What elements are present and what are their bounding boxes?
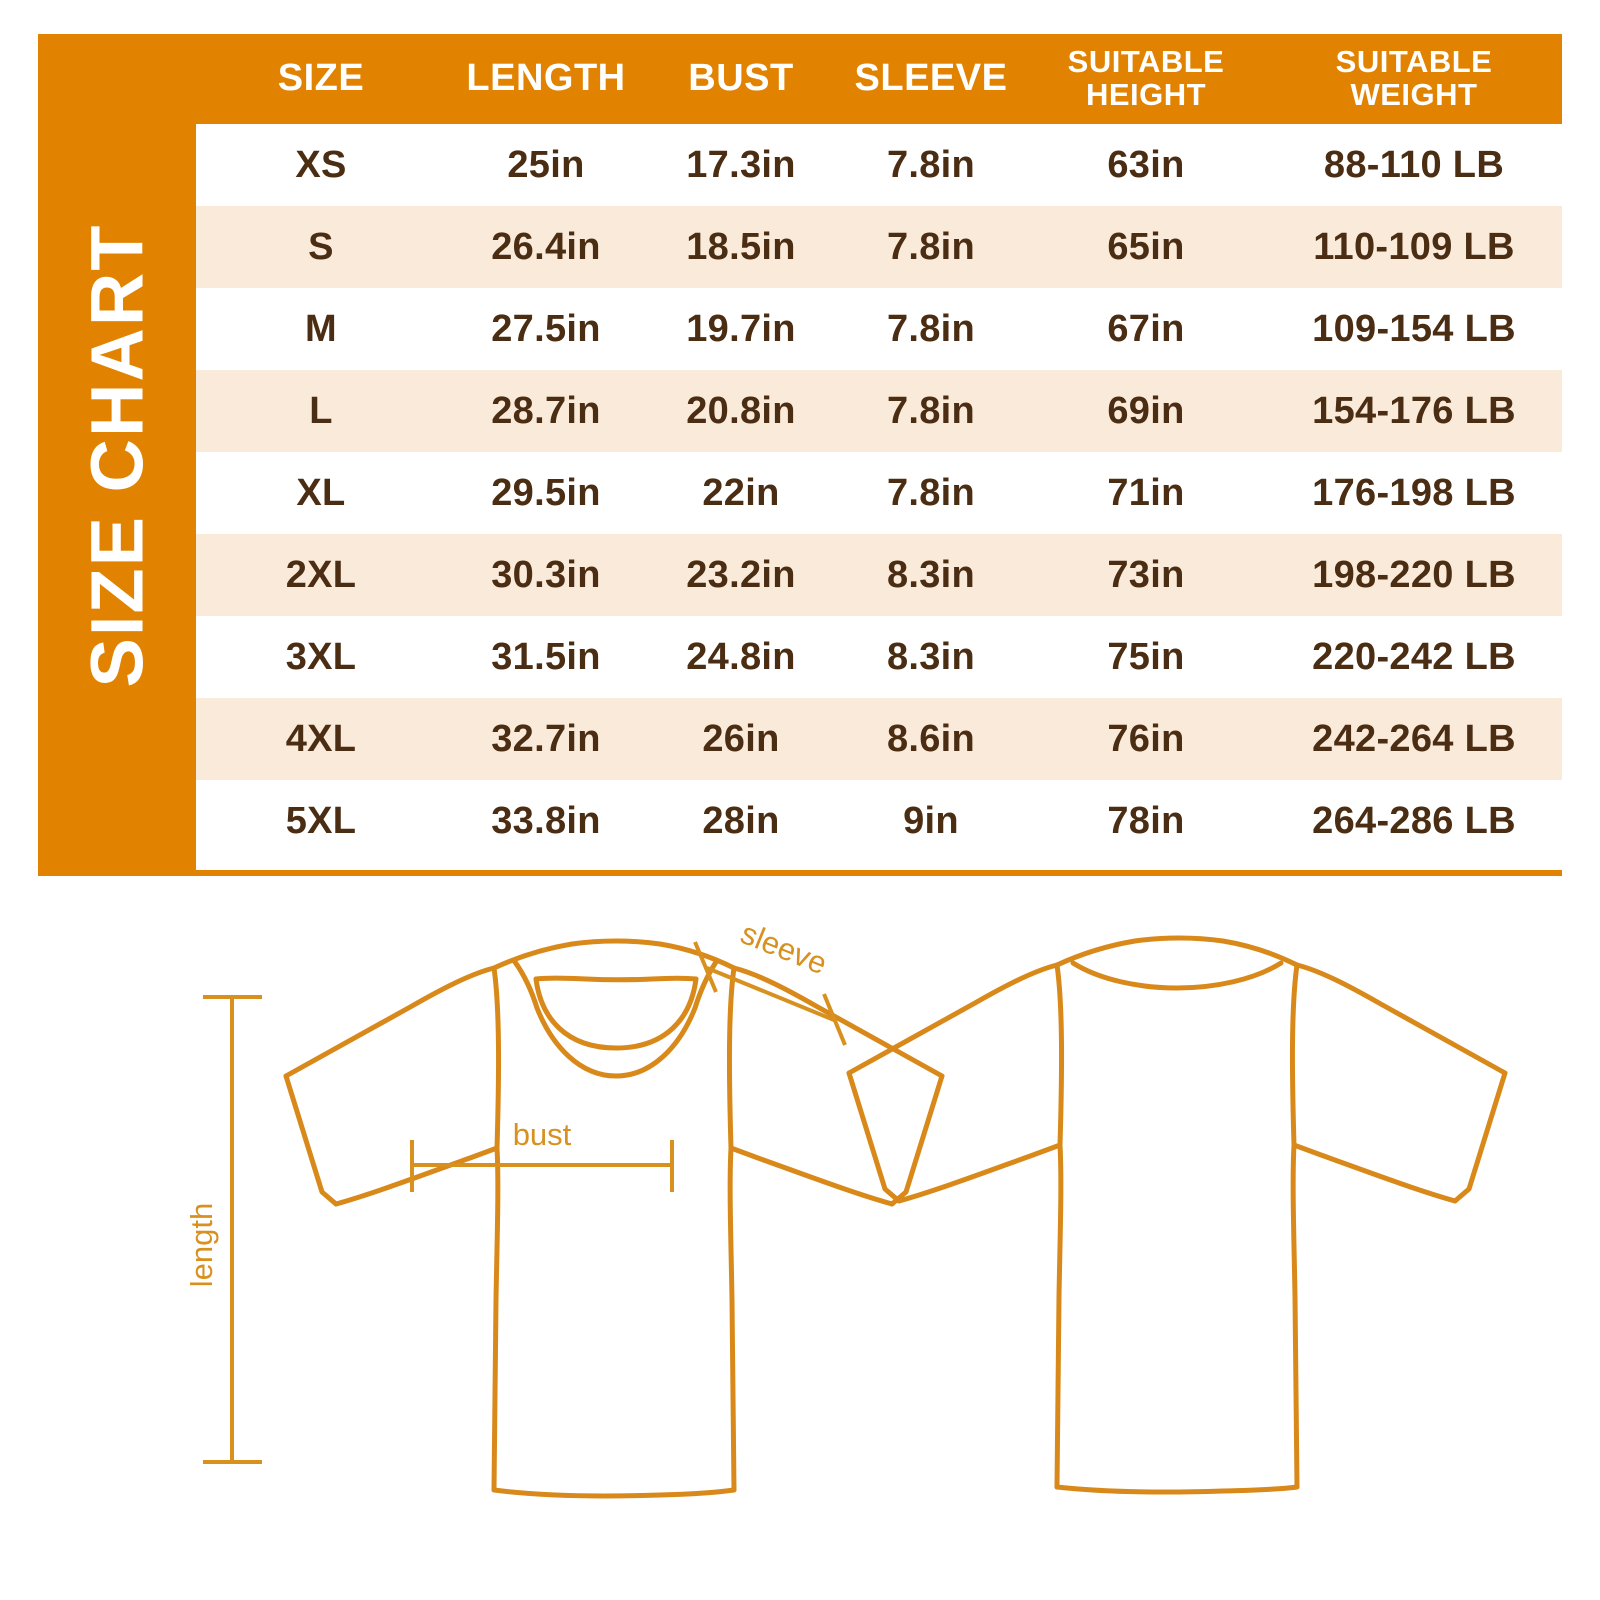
cell-bust: 17.3in: [686, 143, 796, 186]
cell-size: 2XL: [285, 553, 357, 596]
table-row: 5XL 33.8in 28in 9in 78in 264-286 LB: [196, 780, 1562, 862]
cell-bust: 23.2in: [686, 553, 796, 596]
cell-sleeve: 8.3in: [886, 635, 976, 678]
cell-bust: 19.7in: [686, 307, 796, 350]
cell-length: 30.3in: [491, 553, 601, 596]
column-header-size: SIZE: [277, 57, 365, 100]
cell-length: 27.5in: [491, 307, 601, 350]
cell-size: 3XL: [285, 635, 357, 678]
cell-sleeve: 7.8in: [886, 143, 976, 186]
cell-length: 33.8in: [491, 799, 601, 842]
cell-sleeve: 9in: [903, 799, 959, 842]
cell-sleeve: 7.8in: [886, 389, 976, 432]
table-body: XS 25in 17.3in 7.8in 63in 88-110 LB S 26.4in 18.…: [196, 124, 1562, 862]
size-chart-title-text: SIZE CHART: [75, 223, 159, 687]
cell-height: 67in: [1107, 307, 1185, 350]
table-row: L 28.7in 20.8in 7.8in 69in 154-176 LB: [196, 370, 1562, 452]
column-header-suitable-weight: SUITABLE WEIGHT: [1335, 44, 1493, 112]
cell-weight: 198-220 LB: [1312, 553, 1516, 596]
cell-bust: 18.5in: [686, 225, 796, 268]
cell-bust: 22in: [702, 471, 780, 514]
cell-bust: 20.8in: [686, 389, 796, 432]
cell-sleeve: 7.8in: [886, 307, 976, 350]
cell-size: L: [309, 389, 333, 432]
size-chart-side-band: SIZE CHART: [38, 34, 196, 876]
tshirt-measurement-diagram: length bust sleeve: [0, 900, 1600, 1540]
table-row: M 27.5in 19.7in 7.8in 67in 109-154 LB: [196, 288, 1562, 370]
cell-sleeve: 8.3in: [886, 553, 976, 596]
cell-size: XL: [296, 471, 346, 514]
size-chart-panel: SIZE CHART SIZE LENGTH BUST SLEEVE SUITA…: [38, 34, 1562, 876]
cell-weight: 220-242 LB: [1312, 635, 1516, 678]
table-row: S 26.4in 18.5in 7.8in 65in 110-109 LB: [196, 206, 1562, 288]
table-bottom-rule: [196, 870, 1562, 876]
cell-size: M: [305, 307, 337, 350]
cell-height: 65in: [1107, 225, 1185, 268]
bust-dimension-label: bust: [513, 1117, 572, 1152]
cell-sleeve: 7.8in: [886, 225, 976, 268]
cell-bust: 24.8in: [686, 635, 796, 678]
cell-bust: 26in: [702, 717, 780, 760]
table-row: 2XL 30.3in 23.2in 8.3in 73in 198-220 LB: [196, 534, 1562, 616]
table-row: XS 25in 17.3in 7.8in 63in 88-110 LB: [196, 124, 1562, 206]
cell-length: 28.7in: [491, 389, 601, 432]
cell-weight: 264-286 LB: [1312, 799, 1516, 842]
table-row: 3XL 31.5in 24.8in 8.3in 75in 220-242 LB: [196, 616, 1562, 698]
cell-height: 71in: [1107, 471, 1185, 514]
table-header-row: SIZE LENGTH BUST SLEEVE SUITABLE HEIGHT S…: [196, 34, 1562, 124]
cell-size: XS: [295, 143, 347, 186]
cell-height: 75in: [1107, 635, 1185, 678]
table-row: XL 29.5in 22in 7.8in 71in 176-198 LB: [196, 452, 1562, 534]
column-header-suitable-height: SUITABLE HEIGHT: [1067, 44, 1225, 112]
cell-size: S: [308, 225, 334, 268]
cell-weight: 110-109 LB: [1313, 225, 1515, 268]
cell-length: 26.4in: [491, 225, 601, 268]
cell-weight: 176-198 LB: [1312, 471, 1516, 514]
cell-height: 76in: [1107, 717, 1185, 760]
cell-height: 73in: [1107, 553, 1185, 596]
cell-size: 4XL: [285, 717, 357, 760]
cell-weight: 242-264 LB: [1312, 717, 1516, 760]
cell-bust: 28in: [702, 799, 780, 842]
cell-weight: 154-176 LB: [1312, 389, 1516, 432]
cell-height: 78in: [1107, 799, 1185, 842]
cell-sleeve: 8.6in: [886, 717, 976, 760]
length-dimension-label: length: [184, 1203, 219, 1287]
cell-weight: 109-154 LB: [1312, 307, 1516, 350]
column-header-bust: BUST: [688, 57, 794, 100]
size-chart-vertical-title: SIZE CHART: [38, 34, 196, 876]
column-header-sleeve: SLEEVE: [854, 57, 1008, 100]
cell-sleeve: 7.8in: [886, 471, 976, 514]
cell-size: 5XL: [285, 799, 357, 842]
cell-length: 32.7in: [491, 717, 601, 760]
cell-length: 25in: [507, 143, 585, 186]
size-table: SIZE LENGTH BUST SLEEVE SUITABLE HEIGHT S…: [196, 34, 1562, 876]
cell-length: 31.5in: [491, 635, 601, 678]
table-row: 4XL 32.7in 26in 8.6in 76in 242-264 LB: [196, 698, 1562, 780]
cell-weight: 88-110 LB: [1323, 143, 1505, 186]
cell-height: 69in: [1107, 389, 1185, 432]
column-header-length: LENGTH: [466, 57, 626, 100]
cell-length: 29.5in: [491, 471, 601, 514]
cell-height: 63in: [1107, 143, 1185, 186]
